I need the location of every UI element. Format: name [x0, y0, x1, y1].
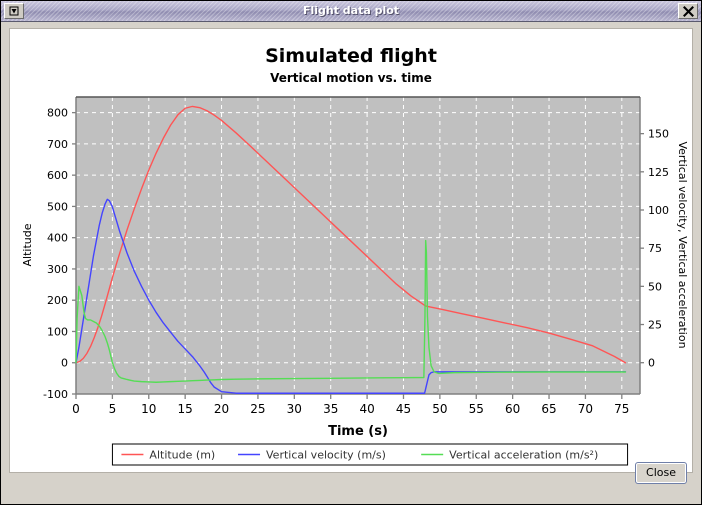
y-axis-right-tick-6: 150 — [648, 128, 669, 141]
y-axis-left-tick-6: 500 — [47, 200, 68, 213]
gridlines — [76, 97, 640, 394]
chart-legend: Altitude (m) Vertical velocity (m/s) Verti… — [111, 443, 629, 466]
window-title: Flight data plot — [302, 4, 400, 17]
legend-item-1: Vertical velocity (m/s) — [266, 449, 386, 462]
x-axis-tick-13: 65 — [541, 402, 556, 416]
x-axis-tick-0: 0 — [72, 402, 80, 416]
y-axis-right-tick-0: 0 — [648, 357, 655, 370]
window-content: Simulated flight Vertical motion vs. tim… — [1, 22, 701, 504]
flight-chart: Simulated flight Vertical motion vs. tim… — [21, 45, 689, 466]
y-axis-right-label: Vertical velocity, Vertical acceleration — [676, 141, 689, 348]
y-axis-right: 0 25 50 75 100 125 150 — [640, 128, 669, 370]
y-axis-right-tick-5: 125 — [648, 166, 669, 179]
y-axis-left-tick-1: 0 — [61, 357, 68, 370]
y-axis-left-tick-0: -100 — [43, 388, 68, 401]
plot-area-background — [76, 97, 640, 394]
y-axis-left-label: Altitude — [21, 223, 34, 266]
x-axis-tick-14: 70 — [578, 402, 593, 416]
x-axis-tick-10: 50 — [432, 402, 447, 416]
legend-item-2: Vertical acceleration (m/s²) — [449, 449, 598, 462]
close-x-icon[interactable] — [678, 3, 698, 19]
x-axis-tick-5: 25 — [250, 402, 265, 416]
x-axis: 0 5 10 15 20 25 30 35 40 45 50 55 60 65 70 75 — [72, 394, 629, 416]
y-axis-left-tick-8: 700 — [47, 138, 68, 151]
y-axis-left-tick-9: 800 — [47, 107, 68, 120]
x-axis-tick-4: 20 — [214, 402, 229, 416]
y-axis-right-tick-2: 50 — [648, 280, 662, 293]
dialog-button-bar: Close — [1, 456, 701, 504]
x-axis-tick-2: 10 — [141, 402, 156, 416]
x-axis-tick-15: 75 — [614, 402, 629, 416]
x-axis-tick-6: 30 — [287, 402, 302, 416]
y-axis-left-tick-3: 200 — [47, 294, 68, 307]
flight-plot-panel: Simulated flight Vertical motion vs. tim… — [9, 28, 693, 473]
window-titlebar[interactable]: Flight data plot — [1, 1, 701, 22]
y-axis-left-tick-5: 400 — [47, 232, 68, 245]
x-axis-tick-11: 55 — [469, 402, 484, 416]
chart-subtitle: Vertical motion vs. time — [270, 71, 432, 85]
legend-item-0: Altitude (m) — [149, 449, 215, 462]
chart-title: Simulated flight — [265, 45, 437, 67]
window-menu-arrow-icon[interactable] — [4, 3, 24, 19]
x-axis-tick-1: 5 — [109, 402, 117, 416]
close-button[interactable]: Close — [635, 462, 687, 484]
y-axis-left-tick-2: 100 — [47, 325, 68, 338]
series-line-0 — [75, 105, 627, 364]
x-axis-label: Time (s) — [328, 424, 388, 439]
series-line-2 — [75, 239, 627, 383]
y-axis-left-tick-4: 300 — [47, 263, 68, 276]
x-axis-tick-9: 45 — [396, 402, 411, 416]
x-axis-tick-8: 40 — [359, 402, 374, 416]
y-axis-left: -100 0 100 200 300 400 500 600 700 800 — [43, 107, 76, 401]
series-line-1 — [75, 198, 627, 394]
y-axis-right-tick-3: 75 — [648, 242, 662, 255]
titlebar-texture — [1, 1, 701, 21]
x-axis-tick-3: 15 — [178, 402, 193, 416]
y-axis-right-tick-4: 100 — [648, 204, 669, 217]
x-axis-tick-7: 35 — [323, 402, 338, 416]
x-axis-tick-12: 60 — [505, 402, 520, 416]
y-axis-right-tick-1: 25 — [648, 319, 662, 332]
y-axis-left-tick-7: 600 — [47, 169, 68, 182]
data-series-layer — [75, 105, 627, 394]
